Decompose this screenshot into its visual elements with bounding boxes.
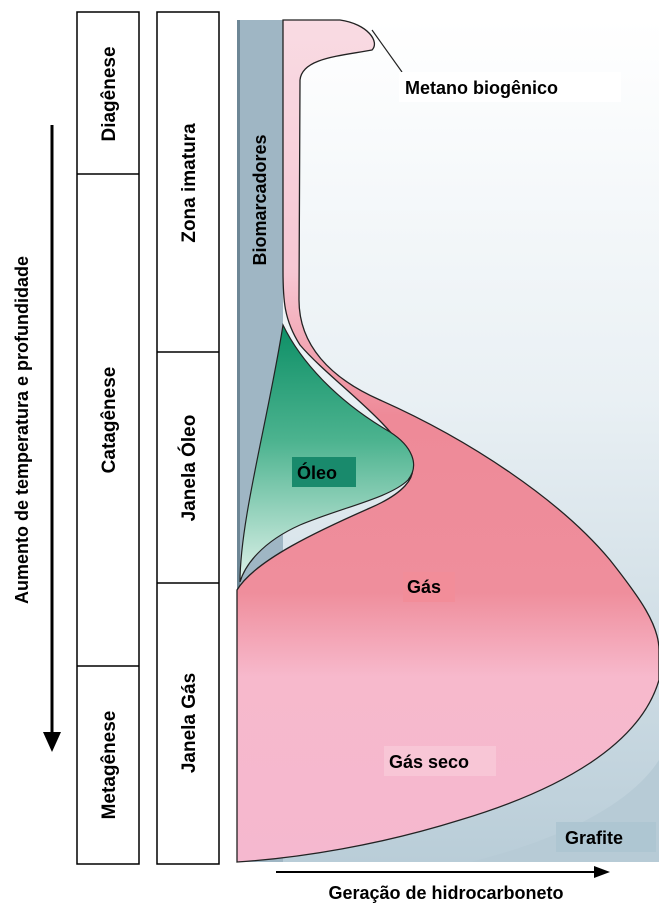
plot-left-edge xyxy=(237,20,240,862)
zone-label-oleo: Janela Óleo xyxy=(178,415,200,522)
stage-label-catagenese: Catagênese xyxy=(99,367,120,474)
biogenic-methane-label: Metano biogênico xyxy=(405,78,558,98)
gas-label: Gás xyxy=(407,577,441,597)
gas-label-box xyxy=(403,572,455,602)
oil-area xyxy=(239,323,415,583)
oil-label: Óleo xyxy=(297,462,337,483)
dry-gas-label-box xyxy=(384,746,496,776)
generation-axis: Geração de hidrocarboneto xyxy=(276,866,610,903)
generation-axis-arrowhead xyxy=(594,866,610,878)
oil-label-box xyxy=(292,457,356,487)
generation-axis-label: Geração de hidrocarboneto xyxy=(328,883,563,903)
dry-gas-label: Gás seco xyxy=(389,752,469,772)
graphite-label: Grafite xyxy=(565,828,623,848)
generation-plot: Metano biogênico Biomarcadores Óleo Gás … xyxy=(236,19,659,863)
methane-label-box xyxy=(399,72,621,102)
zone-label-imatura: Zona imatura xyxy=(179,123,200,243)
zone-column: Zona imatura Janela Óleo Janela Gás xyxy=(156,11,220,865)
stage-column: Diagênese Catagênese Metagênese xyxy=(76,11,140,865)
stage-label-diagenese: Diagênese xyxy=(99,46,120,141)
depth-axis-label: Aumento de temperatura e profundidade xyxy=(12,256,32,604)
biomarkers-label: Biomarcadores xyxy=(250,134,270,265)
stage-label-metagenese: Metagênese xyxy=(99,711,120,820)
methane-pointer-line xyxy=(371,29,403,73)
zone-label-gas: Janela Gás xyxy=(179,673,200,773)
zone-column-frame xyxy=(156,11,220,865)
stage-column-frame xyxy=(76,11,140,865)
graphite-label-box xyxy=(556,822,656,852)
depth-axis: Aumento de temperatura e profundidade xyxy=(12,125,61,752)
depth-axis-arrowhead xyxy=(43,732,61,752)
